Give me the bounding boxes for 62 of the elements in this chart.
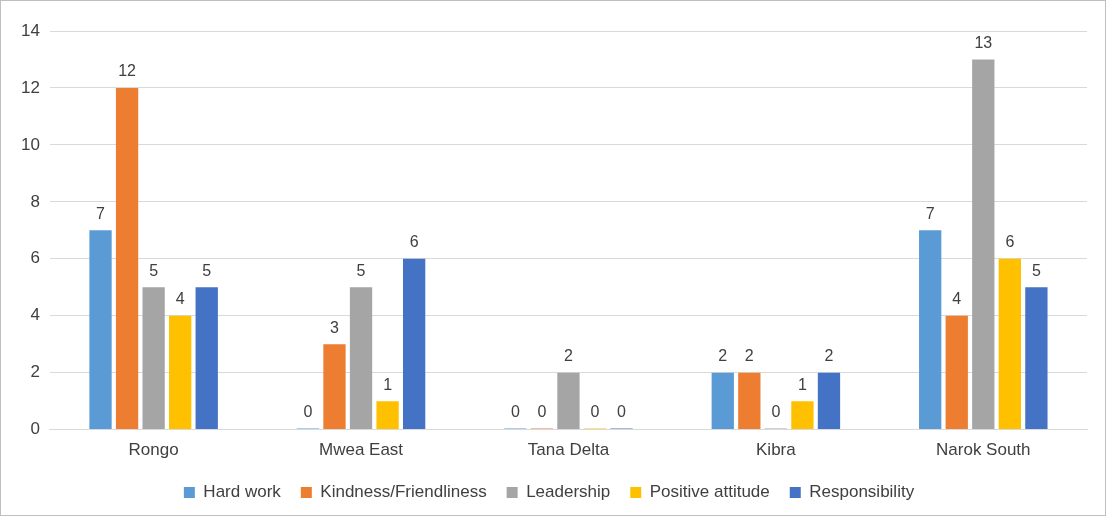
- y-tick-label: 6: [30, 248, 40, 268]
- data-label: 4: [175, 290, 185, 308]
- data-label: 0: [303, 403, 313, 421]
- y-tick-label: 2: [30, 362, 40, 382]
- data-label: 0: [510, 403, 520, 421]
- bar: [195, 287, 218, 430]
- data-label: 3: [330, 318, 340, 336]
- y-tick-label: 4: [30, 305, 40, 325]
- bar: [115, 87, 139, 430]
- data-label: 5: [202, 261, 212, 279]
- x-tick-label: Rongo: [128, 440, 179, 460]
- data-label: 2: [824, 347, 834, 365]
- data-label: 0: [537, 403, 547, 421]
- legend-label: Responsibility: [809, 482, 915, 502]
- y-tick-label: 0: [30, 419, 40, 439]
- data-label: 13: [974, 33, 993, 51]
- data-label: 1: [797, 375, 807, 393]
- data-label: 4: [952, 290, 962, 308]
- legend-label: Positive attitude: [649, 482, 770, 502]
- bar: [972, 59, 995, 430]
- y-tick-label: 8: [30, 191, 40, 211]
- data-label: 7: [96, 204, 106, 222]
- data-label: 12: [118, 62, 137, 80]
- bar: [919, 230, 942, 430]
- x-tick-label: Narok South: [936, 440, 1031, 460]
- data-label: 6: [1005, 233, 1015, 251]
- bar: [711, 372, 734, 430]
- bar: [945, 315, 968, 430]
- legend-label: Kindness/Friendliness: [320, 482, 487, 502]
- bar: [323, 344, 346, 430]
- x-tick-label: Mwea East: [318, 440, 404, 460]
- bar: [738, 372, 761, 430]
- data-label: 0: [590, 403, 600, 421]
- bar: [349, 287, 373, 430]
- bar: [998, 258, 1021, 430]
- bar: [402, 258, 426, 430]
- data-label: 5: [1031, 261, 1041, 279]
- data-label: 5: [149, 261, 159, 279]
- data-label: 5: [356, 261, 366, 279]
- data-label: 1: [383, 375, 393, 393]
- y-tick-label: 10: [20, 134, 40, 154]
- data-label: 7: [925, 204, 935, 222]
- bar: [169, 315, 192, 430]
- y-tick-label: 14: [20, 20, 40, 40]
- bar: [1025, 287, 1048, 430]
- bar: [376, 401, 399, 430]
- data-label: 6: [409, 233, 419, 251]
- legend-label: Hard work: [203, 482, 282, 502]
- bar: [791, 401, 814, 430]
- x-tick-label: Tana Delta: [527, 440, 610, 460]
- data-label: 0: [617, 403, 627, 421]
- bar: [142, 287, 165, 430]
- legend-label: Leadership: [526, 482, 611, 502]
- data-label: 2: [718, 347, 728, 365]
- data-label: 2: [564, 347, 573, 365]
- data-label: 2: [744, 347, 754, 365]
- data-label: 0: [771, 403, 781, 421]
- bar: [817, 372, 841, 430]
- x-tick-label: Kibra: [756, 440, 797, 460]
- bar: [89, 230, 112, 430]
- bar: [557, 372, 580, 430]
- y-tick-label: 12: [20, 77, 40, 97]
